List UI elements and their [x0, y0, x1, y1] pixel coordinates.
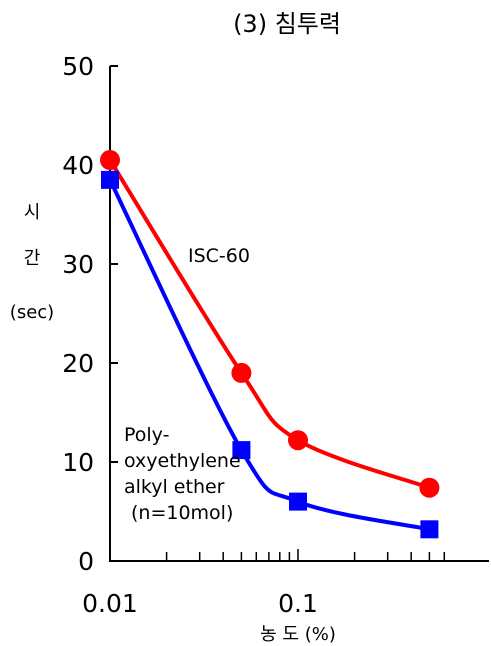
y-tick-label-30: 30	[62, 250, 94, 279]
series-2-point-4	[420, 520, 439, 539]
y-tick-label-40: 40	[62, 151, 94, 180]
x-tick-label-0.1: 0.1	[278, 589, 318, 618]
series-1-point-4	[419, 477, 440, 498]
annotation-poly-line1: Poly-	[124, 424, 169, 446]
series-1-point-1	[100, 150, 120, 171]
annotation-poly-line3: alkyl ether	[124, 476, 225, 498]
annotation-poly-line2: oxyethylene	[124, 450, 241, 472]
y-axis-label-2: 간	[24, 248, 41, 269]
x-axis-label: 농 도 (%)	[260, 624, 336, 645]
series-group	[100, 150, 440, 539]
y-tick-label-20: 20	[62, 349, 94, 378]
y-axis-label-3: (sec)	[10, 302, 54, 323]
y-tick-label-50: 50	[62, 52, 94, 81]
x-ticks: 0.01 0.1	[82, 549, 446, 618]
chart-title: (3) 침투력	[233, 10, 341, 38]
x-tick-label-0.01: 0.01	[82, 589, 138, 618]
annotation-isc60: ISC-60	[188, 245, 250, 267]
series-2-point-2	[232, 441, 251, 460]
y-tick-label-0: 0	[78, 547, 94, 576]
series-line-1	[108, 158, 431, 490]
annotation-poly-line4: (n=10mol)	[131, 502, 233, 524]
series-2-point-3	[289, 492, 307, 511]
y-tick-label-10: 10	[62, 448, 94, 477]
series-1-point-3	[288, 430, 308, 451]
series-2-point-1	[101, 170, 119, 189]
series-1-point-2	[231, 362, 252, 383]
y-ticks: 0 10 20 30 40 50	[62, 52, 118, 576]
y-axis-label-1: 시	[24, 202, 41, 223]
series-line-2	[108, 178, 430, 532]
